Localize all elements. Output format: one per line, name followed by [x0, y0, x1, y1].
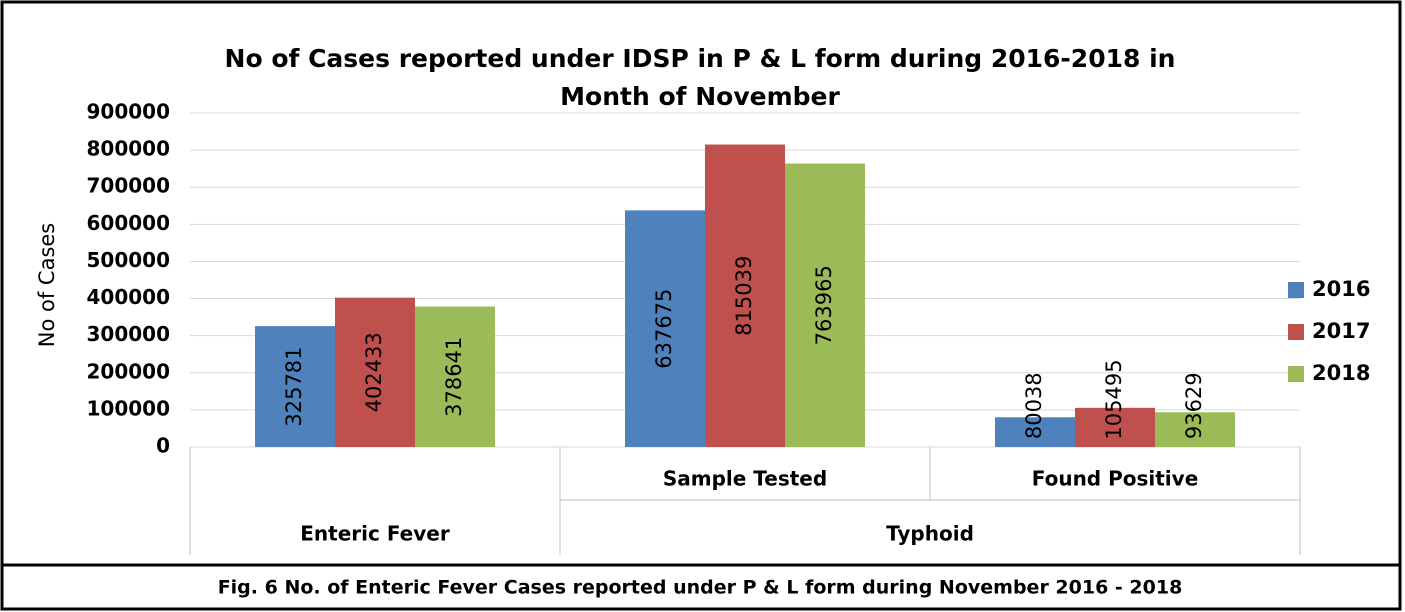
x-tick-label: Sample Tested [663, 467, 827, 491]
y-tick-label: 500000 [87, 248, 171, 272]
bar [705, 144, 785, 447]
legend-swatch [1288, 324, 1304, 340]
data-label: 402433 [362, 332, 386, 412]
x-tick-label: Found Positive [1032, 467, 1199, 491]
data-label: 105495 [1102, 359, 1126, 439]
data-label: 80038 [1022, 372, 1046, 439]
caption-border [0, 563, 1402, 611]
bar [625, 210, 705, 447]
data-label: 637675 [652, 289, 676, 369]
bar [255, 326, 335, 447]
bar [785, 163, 865, 447]
y-tick-label: 600000 [87, 211, 171, 235]
bar [1155, 412, 1235, 447]
y-tick-label: 900000 [87, 100, 171, 124]
data-label: 815039 [732, 256, 756, 336]
chart-subtitle: Month of November [560, 82, 840, 111]
legend-label: 2017 [1312, 319, 1370, 343]
legend-label: 2018 [1312, 361, 1370, 385]
caption: Fig. 6 No. of Enteric Fever Cases report… [218, 577, 1183, 599]
bar [995, 417, 1075, 447]
legend-swatch [1288, 282, 1304, 298]
data-label: 325781 [282, 346, 306, 426]
legend-swatch [1288, 366, 1304, 382]
data-label: 93629 [1182, 372, 1206, 439]
x-tick-label: Enteric Fever [300, 522, 450, 546]
bar [415, 306, 495, 447]
chart-title: No of Cases reported under IDSP in P & L… [225, 44, 1176, 73]
y-tick-label: 700000 [87, 174, 171, 198]
y-tick-label: 0 [156, 434, 170, 458]
data-label: 763965 [812, 265, 836, 345]
y-axis-label: No of Cases [35, 223, 59, 347]
bar [1075, 407, 1155, 447]
legend-label: 2016 [1312, 277, 1370, 301]
y-tick-label: 300000 [87, 322, 171, 346]
y-tick-label: 800000 [87, 137, 171, 161]
y-tick-label: 400000 [87, 285, 171, 309]
y-tick-label: 100000 [87, 396, 171, 420]
bar [335, 297, 415, 447]
group-label: Typhoid [886, 522, 974, 546]
data-label: 378641 [442, 337, 466, 417]
y-tick-label: 200000 [87, 359, 171, 383]
